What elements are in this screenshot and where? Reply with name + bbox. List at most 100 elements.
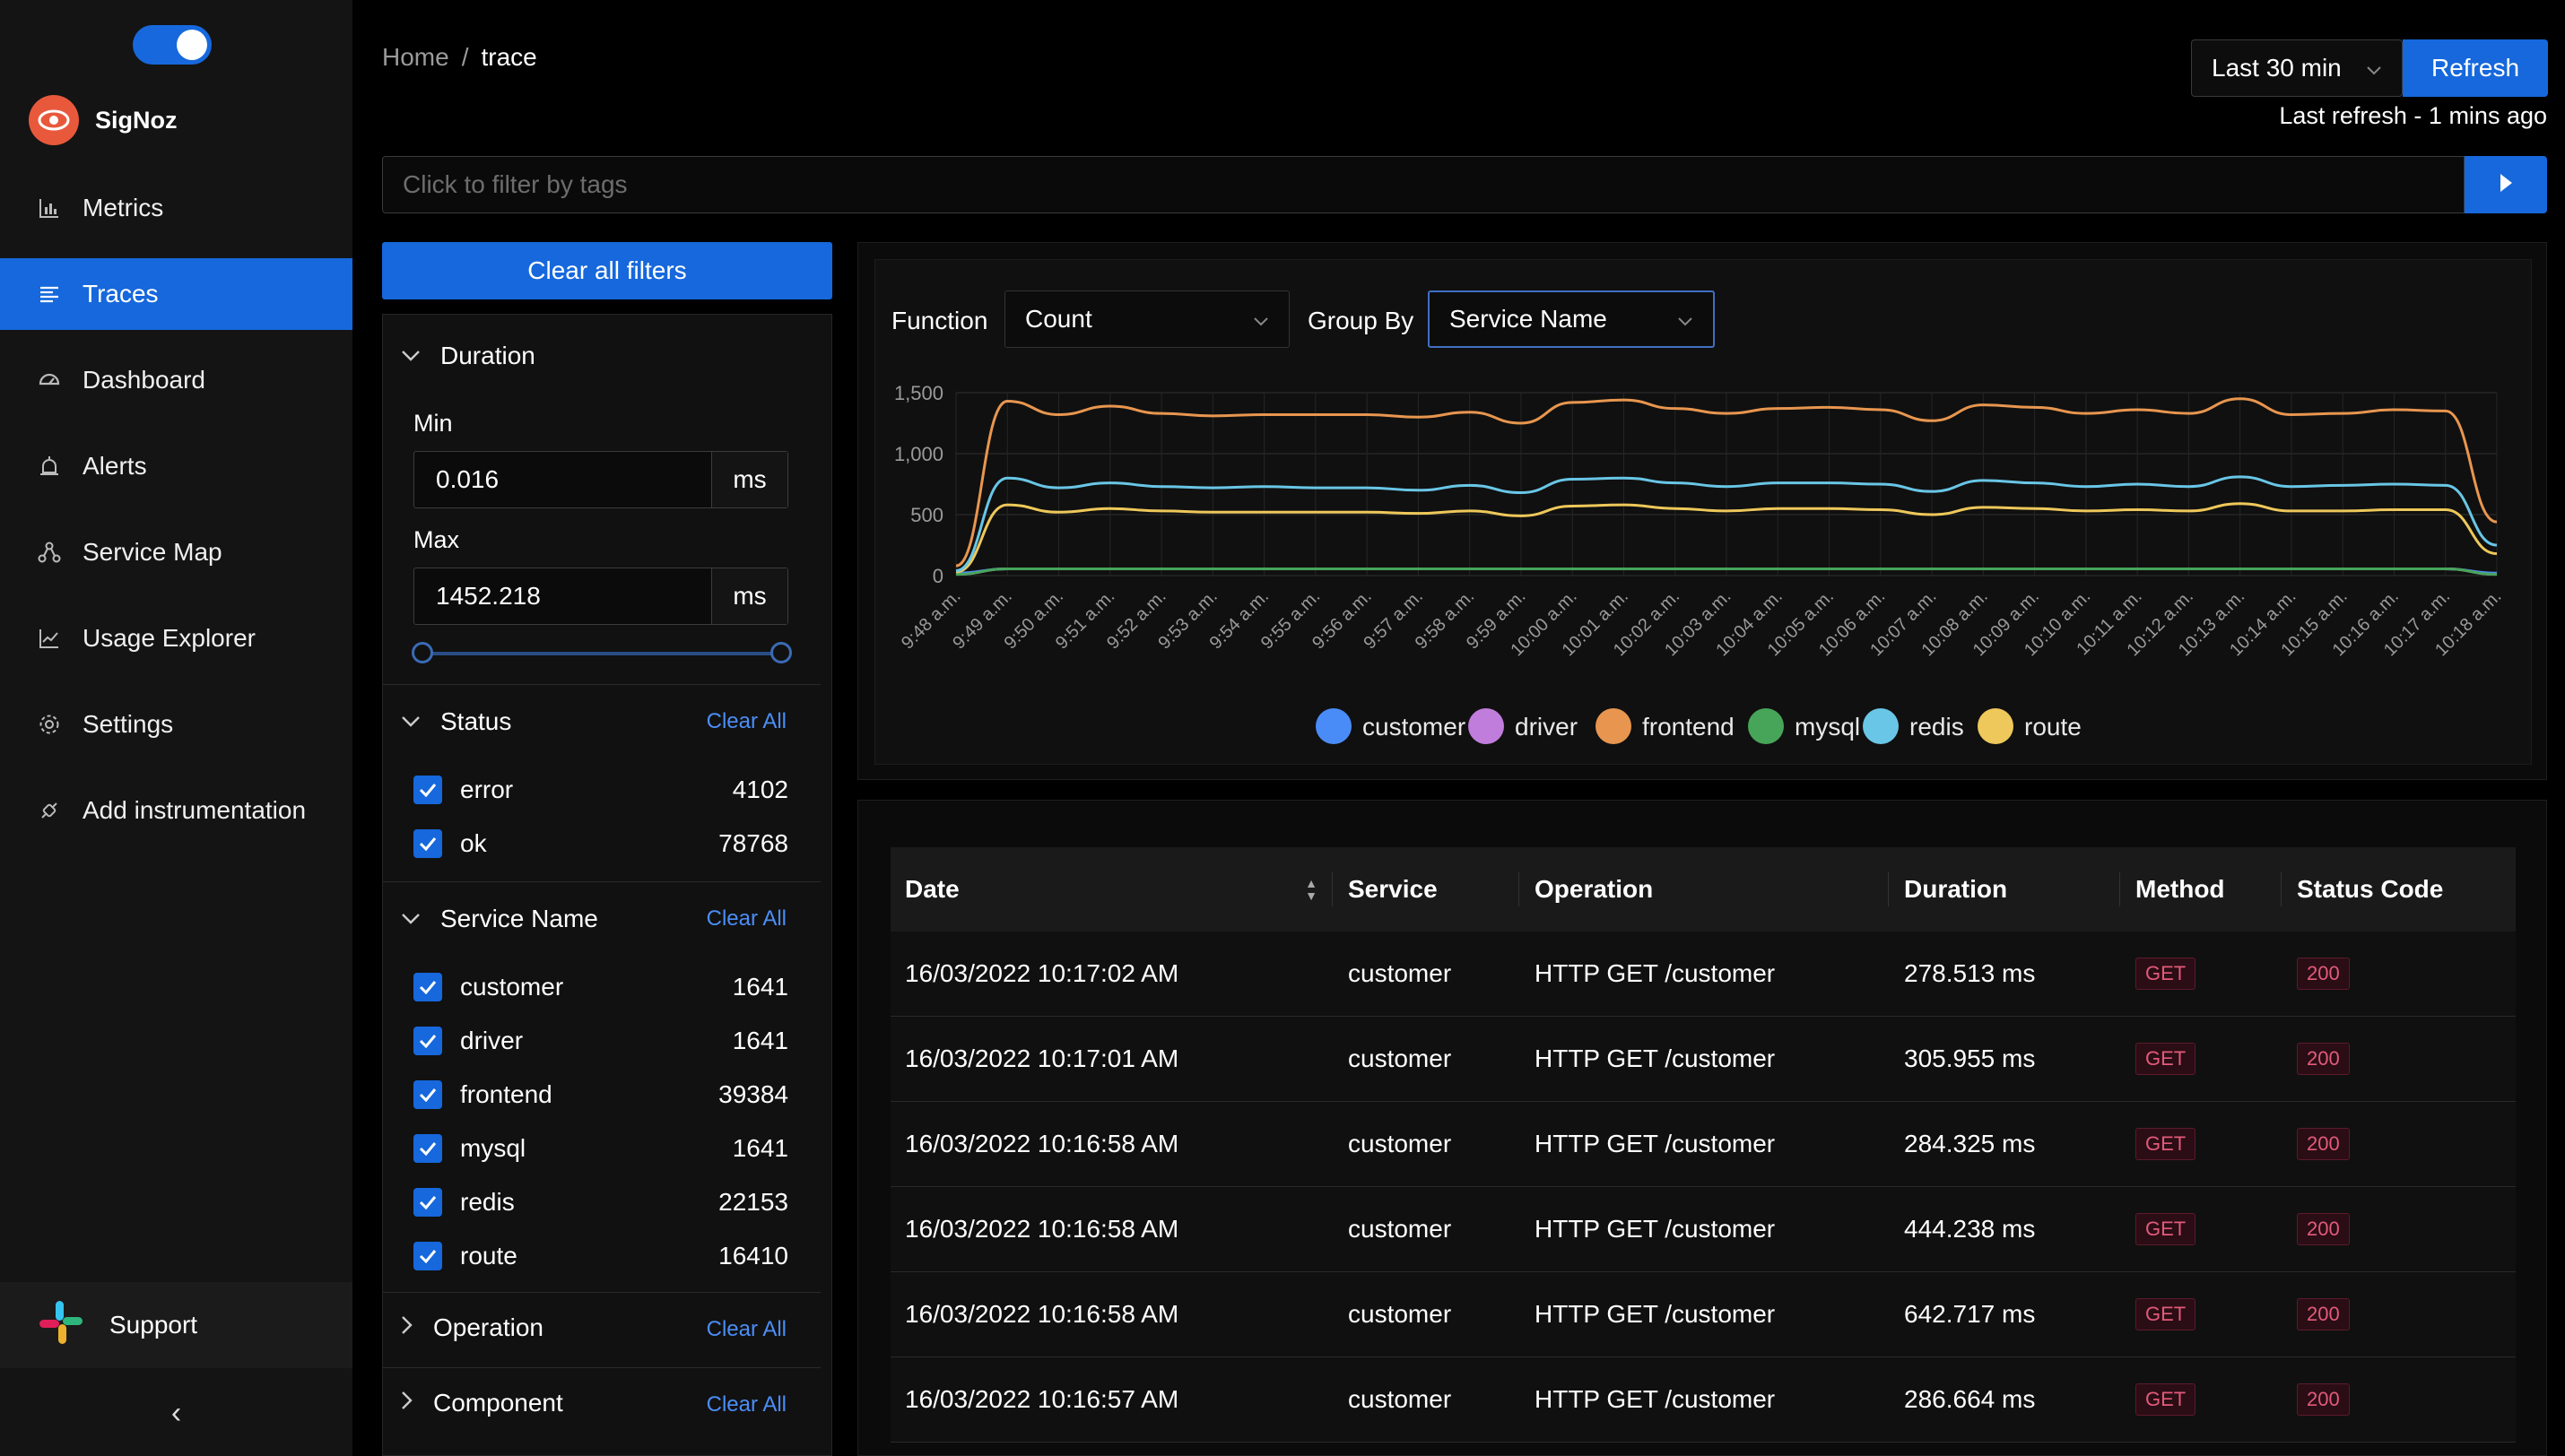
- function-select[interactable]: Count: [1004, 290, 1290, 348]
- cell-method: GET: [2119, 1128, 2281, 1160]
- function-value: Count: [1025, 305, 1092, 333]
- column-header-date[interactable]: Date ▲ ▼: [891, 875, 1332, 904]
- sidebar-item-settings[interactable]: Settings: [0, 689, 352, 760]
- status-section-header[interactable]: Status: [401, 707, 511, 736]
- series-line-frontend: [955, 397, 2498, 568]
- checkbox-checked-icon[interactable]: [413, 1027, 442, 1055]
- cell-date: 16/03/2022 10:16:58 AM: [905, 1215, 1179, 1243]
- table-row[interactable]: 16/03/2022 10:16:57 AM customer HTTP GET…: [891, 1357, 2516, 1443]
- group-by-select[interactable]: Service Name: [1428, 290, 1715, 348]
- cell-status-code: 200: [2281, 1128, 2516, 1160]
- checkbox-checked-icon[interactable]: [413, 1134, 442, 1163]
- checkbox-checked-icon[interactable]: [413, 1242, 442, 1270]
- sidebar-item-usage-explorer[interactable]: Usage Explorer: [0, 602, 352, 674]
- component-clear-all-link[interactable]: Clear All: [706, 1392, 787, 1417]
- y-tick-label: 500: [910, 504, 943, 526]
- theme-toggle[interactable]: [133, 25, 212, 65]
- cell-service: customer: [1348, 1300, 1452, 1328]
- cell-duration: 305.955 ms: [1904, 1044, 2036, 1072]
- duration-section-header[interactable]: Duration: [401, 342, 535, 370]
- cell-status-code: 200: [2281, 958, 2516, 990]
- service-option-customer[interactable]: customer 1641: [413, 967, 788, 1007]
- chart-panel: Function Count Group By Service Name 0 50…: [874, 259, 2532, 765]
- duration-max-label: Max: [413, 526, 460, 553]
- group-by-value: Service Name: [1449, 305, 1607, 333]
- table-row[interactable]: 16/03/2022 10:16:58 AM customer HTTP GET…: [891, 1187, 2516, 1272]
- collapse-sidebar-button[interactable]: ‹: [0, 1370, 352, 1456]
- time-range-value: Last 30 min: [2212, 54, 2342, 82]
- table-row[interactable]: 16/03/2022 10:17:02 AM customer HTTP GET…: [891, 932, 2516, 1017]
- operation-section-header[interactable]: Operation: [401, 1313, 543, 1342]
- cell-method: GET: [2119, 1043, 2281, 1075]
- apply-filter-button[interactable]: [2465, 156, 2547, 213]
- legend-swatch-frontend: [1596, 708, 1631, 744]
- legend-label-customer: customer: [1362, 713, 1465, 741]
- sort-icon[interactable]: ▲ ▼: [1305, 876, 1317, 903]
- last-refresh-text: Last refresh - 1 mins ago: [2279, 102, 2547, 129]
- component-section-header[interactable]: Component: [401, 1389, 563, 1417]
- cell-status-code: 200: [2281, 1383, 2516, 1416]
- method-tag: GET: [2135, 958, 2196, 990]
- duration-range-slider[interactable]: [412, 642, 792, 663]
- service-option-driver[interactable]: driver 1641: [413, 1021, 788, 1061]
- sidebar-item-dashboard[interactable]: Dashboard: [0, 344, 352, 416]
- duration-min-field[interactable]: 0.016 ms: [413, 451, 788, 508]
- cell-duration: 278.513 ms: [1904, 959, 2036, 987]
- sidebar-item-service-map[interactable]: Service Map: [0, 516, 352, 588]
- status-clear-all-link[interactable]: Clear All: [706, 709, 787, 733]
- sidebar-item-alerts[interactable]: Alerts: [0, 430, 352, 502]
- column-separator: [2119, 872, 2120, 906]
- slider-max-handle[interactable]: [770, 642, 792, 663]
- checkbox-checked-icon[interactable]: [413, 829, 442, 858]
- chevron-left-icon: ‹: [170, 1395, 182, 1430]
- table-row[interactable]: 16/03/2022 10:17:01 AM customer HTTP GET…: [891, 1017, 2516, 1102]
- status-code-tag: 200: [2297, 958, 2350, 990]
- checkbox-checked-icon[interactable]: [413, 1188, 442, 1217]
- caret-right-icon: [2497, 171, 2515, 199]
- checkbox-checked-icon[interactable]: [413, 776, 442, 804]
- service-option-frontend[interactable]: frontend 39384: [413, 1075, 788, 1114]
- status-option-ok[interactable]: ok 78768: [413, 824, 788, 863]
- clear-all-filters-button[interactable]: Clear all filters: [382, 242, 832, 299]
- refresh-button[interactable]: Refresh: [2403, 39, 2548, 97]
- service-name-clear-all-link[interactable]: Clear All: [706, 906, 787, 931]
- duration-max-field[interactable]: 1452.218 ms: [413, 568, 788, 625]
- line-chart-icon: [36, 625, 63, 652]
- status-option-error[interactable]: error 4102: [413, 770, 788, 810]
- column-separator: [1518, 872, 1519, 906]
- service-option-label: redis: [460, 1188, 515, 1216]
- service-name-section-header[interactable]: Service Name: [401, 905, 598, 933]
- status-code-tag: 200: [2297, 1383, 2350, 1416]
- table-row[interactable]: 16/03/2022 10:16:58 AM customer HTTP GET…: [891, 1102, 2516, 1187]
- sidebar-item-add-instrumentation[interactable]: Add instrumentation: [0, 775, 352, 846]
- service-option-redis[interactable]: redis 22153: [413, 1183, 788, 1222]
- method-tag: GET: [2135, 1383, 2196, 1416]
- time-range-select[interactable]: Last 30 min: [2191, 39, 2403, 97]
- brand-name: SigNoz: [95, 106, 178, 134]
- tag-filter-input[interactable]: Click to filter by tags: [382, 156, 2465, 213]
- sidebar-item-traces[interactable]: Traces: [0, 258, 352, 330]
- cell-status-code: 200: [2281, 1213, 2516, 1245]
- service-option-route[interactable]: route 16410: [413, 1236, 788, 1276]
- operation-clear-all-link[interactable]: Clear All: [706, 1317, 787, 1341]
- service-option-count: 16410: [718, 1242, 788, 1270]
- duration-max-unit: ms: [712, 568, 787, 624]
- duration-max-value: 1452.218: [414, 568, 712, 624]
- section-divider: [383, 1292, 821, 1293]
- status-title: Status: [440, 707, 512, 735]
- service-option-mysql[interactable]: mysql 1641: [413, 1129, 788, 1168]
- checkbox-checked-icon[interactable]: [413, 1080, 442, 1109]
- slider-min-handle[interactable]: [412, 642, 433, 663]
- duration-min-label: Min: [413, 410, 453, 437]
- cell-operation: HTTP GET /customer: [1535, 1044, 1776, 1072]
- legend-label-frontend: frontend: [1642, 713, 1735, 741]
- sidebar-item-metrics[interactable]: Metrics: [0, 172, 352, 244]
- table-row[interactable]: 16/03/2022 10:16:58 AM customer HTTP GET…: [891, 1272, 2516, 1357]
- signoz-logo-icon: [29, 95, 79, 145]
- support-button[interactable]: Support: [0, 1282, 352, 1368]
- breadcrumb-home[interactable]: Home: [382, 43, 449, 71]
- series-line-mysql: [955, 568, 2498, 576]
- checkbox-checked-icon[interactable]: [413, 973, 442, 1001]
- brand[interactable]: SigNoz: [29, 95, 178, 145]
